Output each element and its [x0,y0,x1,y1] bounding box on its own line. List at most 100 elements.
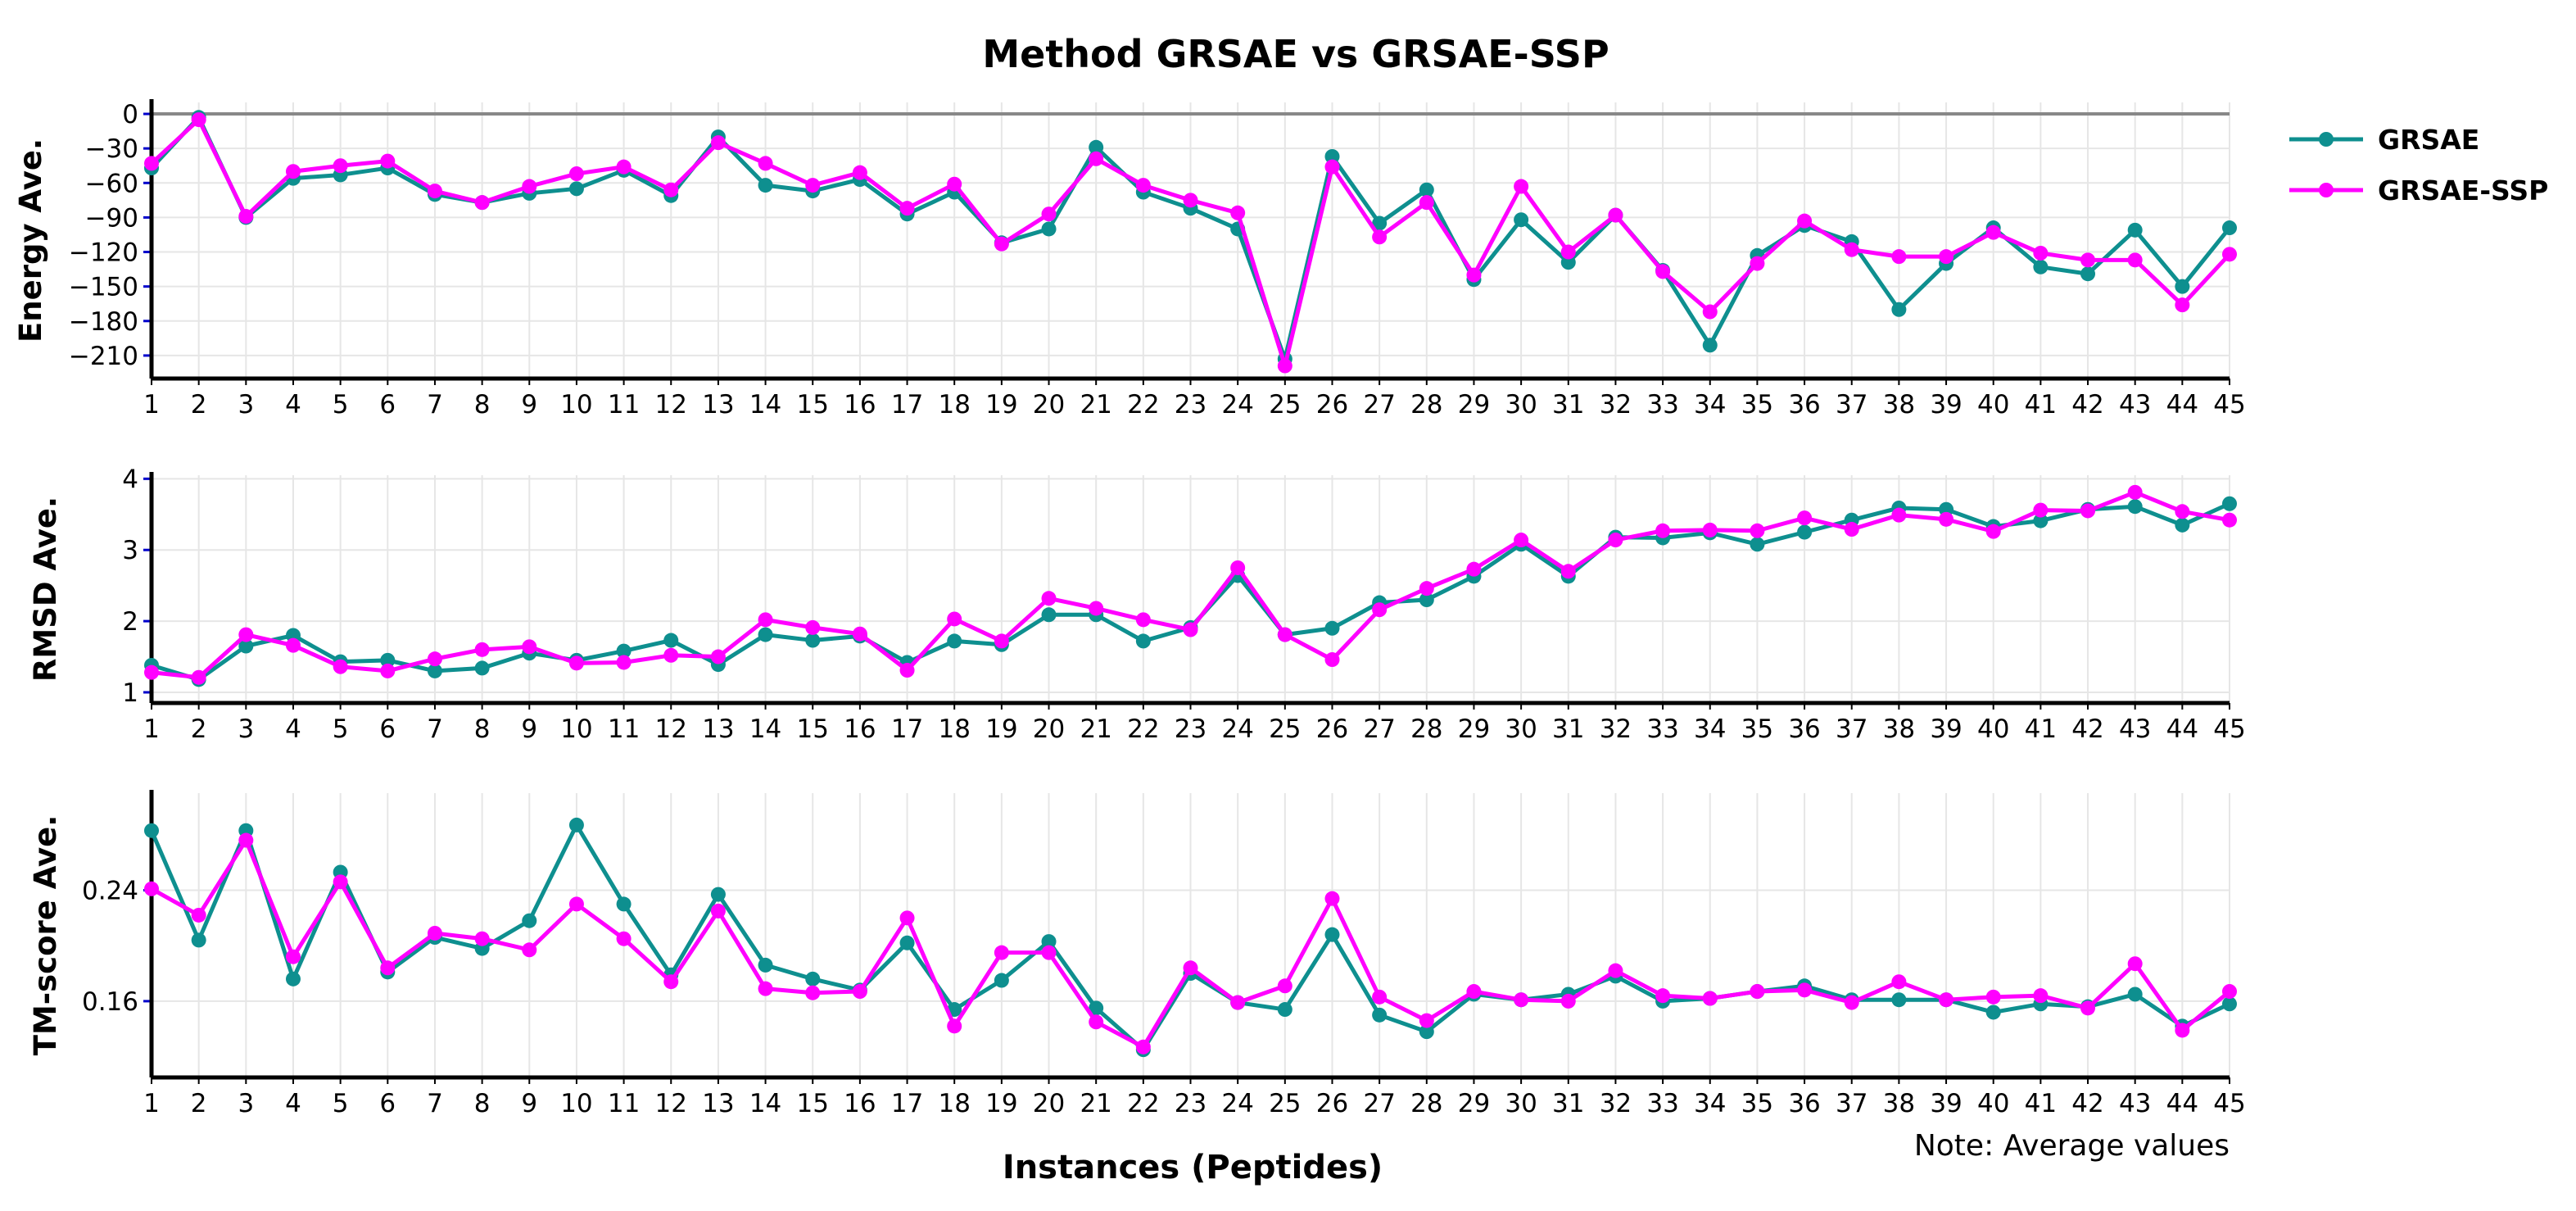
data-point-grsae-ssp [805,985,821,1000]
x-tick-label: 24 [1221,390,1253,420]
data-point-grsae [1041,607,1057,623]
x-tick-label: 2 [191,1089,207,1118]
x-tick-label: 29 [1458,390,1490,420]
data-point-grsae-ssp [710,649,726,664]
x-tick-label: 16 [844,390,876,420]
data-point-grsae-ssp [285,164,301,179]
x-tick-label: 8 [474,390,491,420]
data-point-grsae-ssp [2033,502,2049,518]
data-point-grsae-ssp [1041,945,1057,960]
data-point-grsae-ssp [1750,256,1765,271]
x-tick-label: 20 [1033,714,1065,744]
data-point-grsae-ssp [805,619,821,635]
data-point-grsae-ssp [852,984,867,1000]
data-point-grsae-ssp [1089,601,1104,616]
x-tick-label: 23 [1175,714,1207,744]
data-point-grsae-ssp [710,135,726,151]
data-point-grsae-ssp [380,960,396,976]
x-tick-label: 8 [474,714,491,744]
data-point-grsae-ssp [1985,989,2001,1005]
data-point-grsae [1135,633,1151,649]
x-tick-label: 39 [1930,1089,1962,1118]
x-tick-label: 30 [1505,714,1537,744]
data-point-grsae-ssp [1560,564,1576,579]
x-tick-label: 3 [238,390,254,420]
data-point-grsae-ssp [1372,602,1388,618]
data-point-grsae-ssp [427,184,442,199]
data-point-grsae [805,971,821,986]
legend-label-grsae: GRSAE [2378,124,2479,156]
data-point-grsae [1372,1007,1388,1023]
x-tick-label: 2 [191,714,207,744]
x-tick-label: 34 [1694,390,1726,420]
data-point-grsae-ssp [285,637,301,653]
x-tick-label: 5 [333,1089,349,1118]
x-tick-label: 41 [2025,390,2057,420]
data-point-grsae-ssp [1844,995,1859,1010]
data-point-grsae-ssp [191,907,206,923]
data-point-grsae-ssp [1277,627,1293,642]
data-point-grsae-ssp [1135,1039,1151,1055]
data-point-grsae [2127,986,2143,1002]
data-point-grsae-ssp [1372,989,1388,1005]
x-tick-label: 31 [1552,714,1584,744]
data-point-grsae-ssp [2175,1023,2190,1038]
data-point-grsae [1702,338,1718,353]
data-point-grsae-ssp [616,159,632,175]
x-tick-label: 33 [1646,1089,1678,1118]
data-point-grsae-ssp [191,112,206,128]
x-tick-label: 16 [844,714,876,744]
note-text: Note: Average values [1914,1129,2230,1163]
data-point-grsae [1372,215,1388,231]
x-tick-label: 41 [2025,714,2057,744]
data-point-grsae-ssp [758,156,773,171]
data-point-grsae-ssp [333,659,348,674]
y-tick-label: −60 [85,169,138,198]
data-point-grsae-ssp [238,627,254,642]
data-point-grsae-ssp [427,925,442,941]
x-tick-label: 43 [2119,1089,2151,1118]
data-point-grsae-ssp [1560,244,1576,260]
x-tick-label: 10 [560,714,592,744]
x-tick-label: 44 [2166,390,2198,420]
data-point-grsae-ssp [1089,151,1104,166]
x-tick-label: 2 [191,390,207,420]
data-point-grsae-ssp [522,942,537,958]
data-point-grsae [568,181,584,197]
x-tick-label: 21 [1080,1089,1111,1118]
data-point-grsae-ssp [947,176,962,192]
data-point-grsae-ssp [1891,974,1907,990]
y-tick-label: 1 [122,678,138,708]
x-tick-label: 10 [560,1089,592,1118]
y-tick-label: −90 [85,203,138,233]
data-point-grsae-ssp [852,626,867,642]
x-tick-label: 28 [1410,714,1442,744]
x-tick-label: 37 [1836,1089,1867,1118]
x-tick-label: 12 [655,1089,687,1118]
x-tick-label: 20 [1033,1089,1065,1118]
data-point-grsae-ssp [333,874,348,890]
x-tick-label: 40 [1977,714,2009,744]
data-point-grsae-ssp [710,903,726,918]
data-point-grsae-ssp [1939,249,1954,265]
data-point-grsae [616,896,632,912]
data-point-grsae-ssp [1655,264,1671,279]
data-point-grsae [947,633,962,649]
data-point-grsae-ssp [1797,982,1813,998]
x-tick-label: 39 [1930,390,1962,420]
x-tick-label: 28 [1410,1089,1442,1118]
x-tick-label: 3 [238,1089,254,1118]
x-tick-label: 45 [2213,1089,2245,1118]
x-tick-label: 30 [1505,390,1537,420]
x-tick-label: 31 [1552,1089,1584,1118]
x-tick-label: 43 [2119,714,2151,744]
data-point-grsae [2222,496,2237,511]
data-point-grsae-ssp [1702,304,1718,320]
x-tick-label: 29 [1458,1089,1490,1118]
x-tick-label: 44 [2166,1089,2198,1118]
data-point-grsae-ssp [947,1018,962,1034]
data-point-grsae [758,957,773,973]
y-tick-label: 0.24 [82,876,138,905]
x-tick-label: 17 [891,390,923,420]
x-tick-label: 11 [608,1089,640,1118]
